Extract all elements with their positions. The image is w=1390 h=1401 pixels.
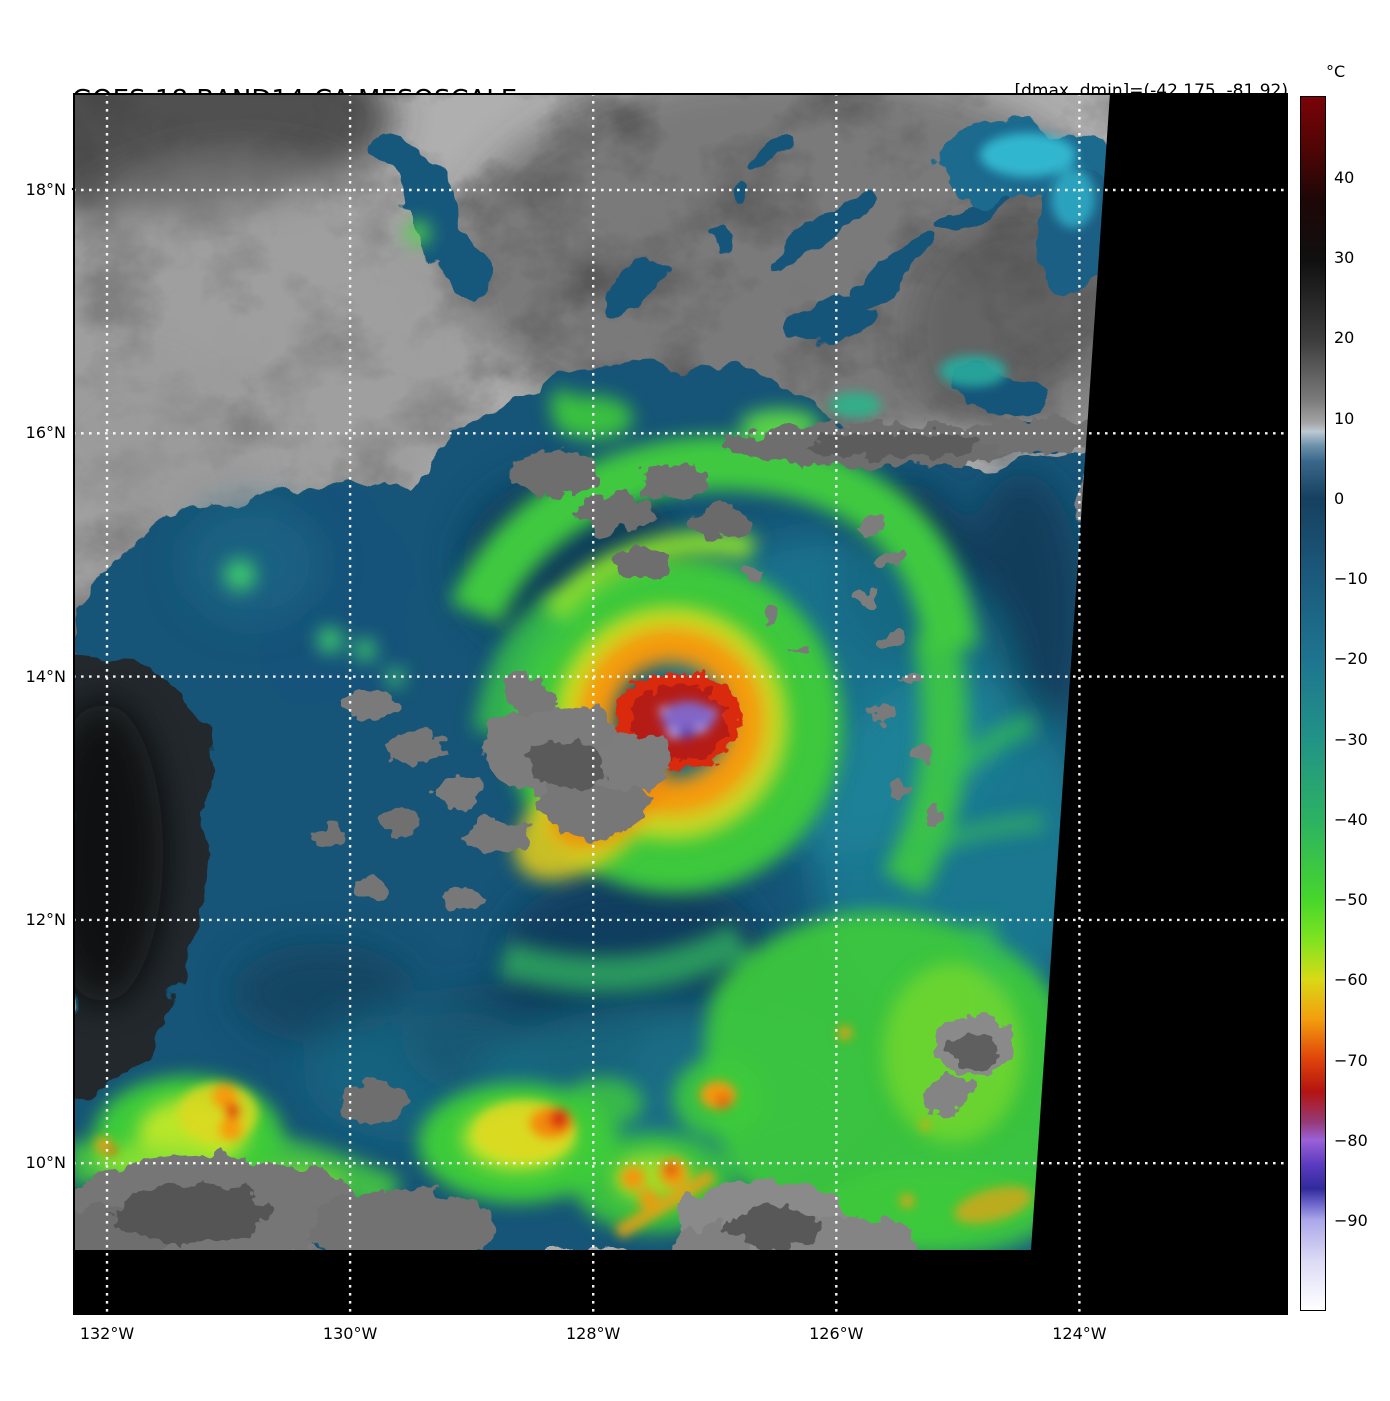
colorbar-tick-label: −80 — [1334, 1130, 1368, 1150]
colorbar-tick-label: 10 — [1334, 408, 1355, 428]
latitude-label: 12°N — [25, 909, 66, 929]
latitude-label: 18°N — [25, 180, 66, 199]
colorbar-tick-label: 0 — [1334, 488, 1345, 508]
colorbar-tick-label: 20 — [1334, 328, 1355, 348]
longitude-label: 124°W — [1052, 1324, 1107, 1343]
cyan-patches — [829, 133, 1095, 418]
longitude-label: 126°W — [809, 1324, 864, 1343]
latitude-label: 16°N — [25, 423, 66, 443]
colorbar-tick-label: −30 — [1334, 729, 1368, 749]
no-data-region — [73, 93, 1288, 1315]
colorbar-tick-label: −20 — [1334, 649, 1368, 669]
copyright-text: Copyright © 2020-2025 Dapiya — [150, 1377, 513, 1401]
colorbar-tick-label: 40 — [1334, 167, 1355, 187]
colorbar-tick-label: −40 — [1334, 809, 1368, 829]
bottom-band-cores — [95, 1026, 1032, 1239]
colorbar-tick-label: −10 — [1334, 569, 1368, 589]
colorbar-tick-label: −50 — [1334, 890, 1368, 910]
gridlines — [73, 93, 1288, 1315]
colorbar-unit-label: °C — [1326, 62, 1346, 81]
colorbar-tick-label: 30 — [1334, 248, 1355, 268]
map-frame — [73, 93, 1288, 1315]
latitude-label: 10°N — [25, 1153, 66, 1173]
longitude-label: 132°W — [79, 1324, 135, 1343]
longitude-label: 128°W — [566, 1324, 621, 1343]
temperature-colorbar — [1300, 96, 1326, 1311]
longitude-label: 130°W — [322, 1324, 378, 1343]
satellite-map: Copyright © 2020-2025 Dapiya — [73, 93, 1288, 1401]
colorbar-tick-label: −60 — [1334, 970, 1368, 990]
dark-left-core — [73, 703, 163, 1003]
latitude-label: 14°N — [25, 666, 66, 686]
colorbar-tick-label: −90 — [1334, 1211, 1368, 1231]
colorbar-tick-label: −70 — [1334, 1050, 1368, 1070]
satellite-imagery — [73, 93, 1288, 1315]
